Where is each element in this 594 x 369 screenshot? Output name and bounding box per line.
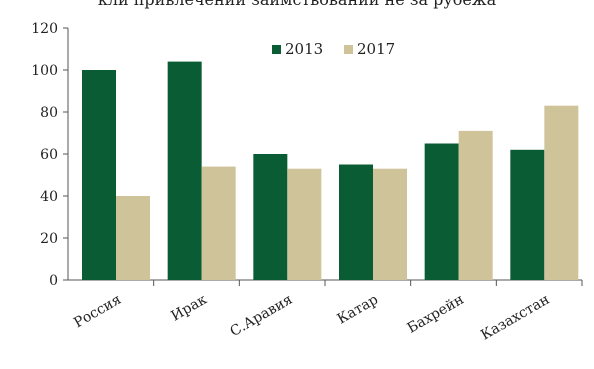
legend-swatch-2013 [272,45,281,54]
y-tick-label: 100 [31,63,58,79]
bar-2017-5 [458,130,493,280]
bar-2017-2 [201,166,236,280]
y-tick-label: 40 [40,189,58,205]
bar-2013-2 [167,61,202,280]
bar-2013-5 [424,143,459,280]
x-tick-label: С.Аравия [227,292,295,340]
legend-swatch-2017 [344,45,353,54]
x-tick-label: Ирак [169,291,210,324]
y-tick-label: 0 [49,273,58,289]
y-tick-label: 60 [40,147,58,163]
cropped-top-caption: кли привлечении заимствований не за рубе… [0,0,594,9]
y-tick-label: 80 [40,105,58,121]
legend-label-2013: 2013 [285,40,323,58]
y-tick-label: 20 [40,231,58,247]
y-tick-label: 120 [31,21,58,37]
bar-2017-3 [287,168,322,280]
bar-2013-1 [82,70,116,280]
bar-2013-3 [253,154,288,280]
legend-label-2017: 2017 [357,40,395,58]
x-tick-label: Россия [71,292,124,332]
x-tick-label: Бахрейн [405,292,467,337]
bar-2017-4 [373,168,407,280]
bar-2013-6 [510,149,545,280]
bar-2017-6 [544,105,579,280]
x-tick-label: Катар [335,292,381,328]
bar-2013-4 [339,164,373,280]
bar-2017-1 [116,196,150,280]
x-tick-label: Казахстан [478,292,552,344]
